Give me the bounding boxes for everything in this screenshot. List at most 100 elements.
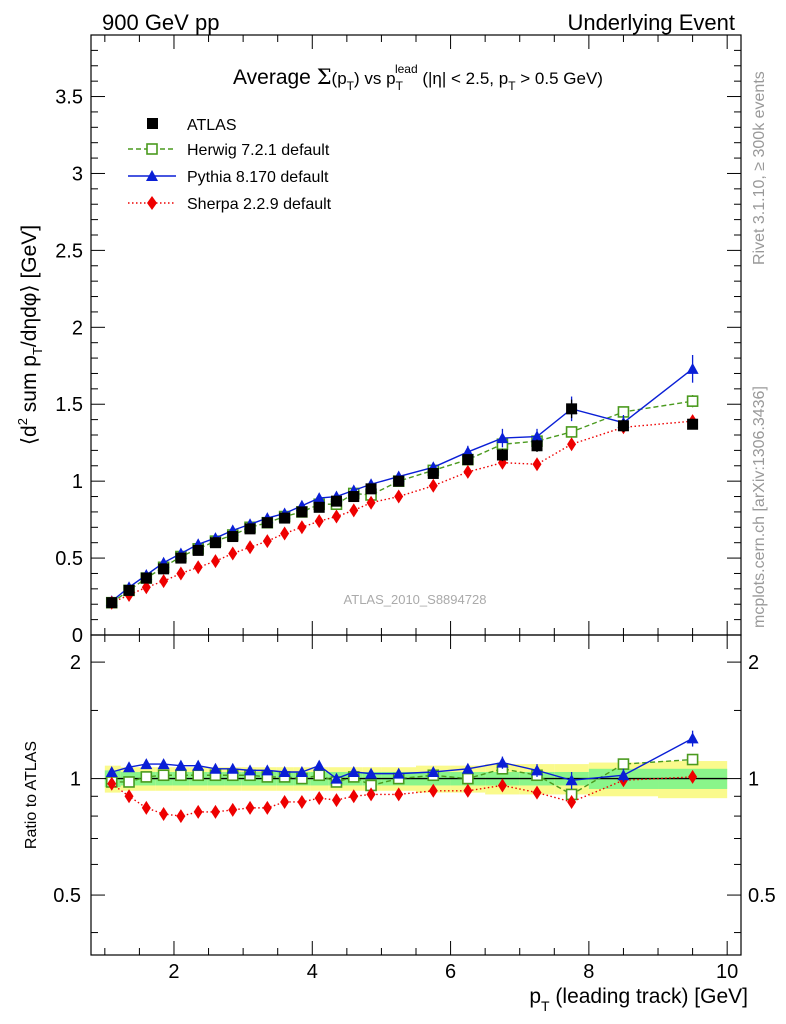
main-sherpa-point	[567, 437, 577, 452]
ratio-pythia-point	[295, 765, 308, 777]
legend-marker-herwig	[146, 143, 158, 155]
legend-marker-atlas	[147, 118, 158, 129]
ratio-herwig-point	[686, 753, 699, 766]
ratio-axes: 0.5 0.5 1 1 2 2 2 4 6 8 10	[53, 634, 776, 983]
main-herwig-point	[565, 426, 578, 438]
main-atlas-point	[192, 544, 204, 556]
main-atlas-point	[365, 483, 377, 495]
main-axes: 0 0.5 1 1.5 2 2.5 3 3.5	[55, 34, 742, 647]
legend-entry-pythia: Pythia 8.170 default	[128, 169, 329, 186]
main-sherpa-point	[331, 509, 341, 524]
main-sherpa-point	[366, 495, 376, 510]
ratio-y-tick-label: 0.5	[53, 885, 81, 907]
main-atlas-point	[209, 537, 221, 549]
ratio-pythia-point	[461, 762, 474, 774]
ratio-sherpa-point	[394, 787, 404, 802]
main-sherpa-point	[532, 457, 542, 472]
x-tick-label: 8	[583, 961, 594, 983]
main-series-atlas	[106, 399, 699, 609]
main-sherpa-point	[297, 520, 307, 535]
main-atlas-point	[158, 563, 170, 575]
main-sherpa-point	[176, 566, 186, 581]
ratio-y-tick-label: 1	[70, 769, 81, 791]
main-atlas-point	[531, 440, 543, 452]
main-sherpa-point	[141, 580, 151, 595]
ratio-sherpa-point	[210, 804, 220, 819]
mcplots-label: mcplots.cern.ch [arXiv:1306.3436]	[751, 386, 768, 628]
main-sherpa-point	[463, 464, 473, 479]
main-y-tick-label: 1.5	[55, 394, 83, 416]
main-atlas-point	[393, 475, 405, 487]
ratio-sherpa-point	[331, 793, 341, 808]
main-sherpa-point	[245, 540, 255, 555]
main-atlas-point	[279, 512, 291, 524]
main-atlas-point	[140, 572, 152, 584]
legend: ATLAS Herwig 7.2.1 default Pythia 8.170 …	[128, 117, 332, 213]
legend-marker-sherpa	[147, 196, 157, 210]
main-atlas-point	[313, 501, 325, 513]
ratio-herwig-point	[313, 769, 325, 782]
main-y-tick-label: 1	[72, 471, 83, 493]
ratio-pythia-point	[313, 759, 326, 771]
ratio-panel: Ratio to ATLAS 0.5 0.5 1 1 2 2 2 4 6 8 10 pT (lead…	[23, 634, 776, 1014]
main-pythia-point	[686, 362, 699, 374]
ratio-sherpa-point	[262, 800, 272, 815]
ratio-sherpa-point	[297, 794, 307, 809]
x-axis-label: pT (leading track) [GeV]	[529, 985, 748, 1014]
ratio-plot-area	[105, 730, 699, 824]
ratio-pythia-point	[105, 765, 118, 777]
ratio-sherpa-point	[141, 800, 151, 815]
ratio-sherpa-point	[245, 800, 255, 815]
legend-label-pythia: Pythia 8.170 default	[187, 169, 329, 186]
main-y-tick-label: 3.5	[55, 87, 83, 109]
main-atlas-point	[496, 449, 508, 461]
ratio-pythia-point	[123, 761, 136, 773]
x-tick-label: 10	[716, 961, 738, 983]
main-series-sherpa	[107, 414, 698, 610]
ratio-y-tick-label-right: 0.5	[748, 885, 776, 907]
legend-entry-sherpa: Sherpa 2.2.9 default	[128, 196, 332, 213]
main-y-axis-label: ⟨d2 sum pT/dηdφ⟩ [GeV]	[15, 225, 45, 445]
ratio-pythia-point	[192, 759, 205, 771]
ratio-pythia-point	[365, 767, 378, 779]
ratio-pythia-point	[531, 764, 544, 776]
ratio-sherpa-point	[532, 785, 542, 800]
ratio-sherpa-point	[314, 791, 324, 806]
main-atlas-point	[261, 517, 273, 529]
ratio-pythia-point	[157, 758, 170, 770]
ratio-sherpa-point	[688, 769, 698, 784]
main-y-tick-label: 3	[72, 163, 83, 185]
main-y-tick-label: 0	[72, 625, 83, 647]
ratio-sherpa-point	[497, 778, 507, 793]
main-atlas-point	[330, 495, 342, 507]
ratio-herwig-point	[157, 769, 170, 782]
main-sherpa-point	[280, 526, 290, 541]
ratio-herwig-point	[462, 772, 474, 785]
ratio-pythia-point	[392, 767, 405, 779]
main-sherpa-point	[394, 489, 404, 504]
main-sherpa-point	[428, 478, 438, 493]
main-atlas-point	[687, 418, 699, 430]
main-plot-area	[105, 355, 699, 610]
main-pythia-point	[531, 430, 544, 442]
main-sherpa-point	[228, 546, 238, 561]
legend-label-herwig: Herwig 7.2.1 default	[187, 142, 330, 159]
main-atlas-point	[427, 467, 439, 479]
ratio-sherpa-point	[228, 802, 238, 817]
ratio-pythia-point	[496, 756, 509, 768]
ratio-y-axis-label: Ratio to ATLAS	[23, 741, 40, 849]
ratio-sherpa-line	[111, 776, 693, 817]
main-sherpa-point	[159, 574, 169, 589]
x-tick-label: 2	[168, 961, 179, 983]
legend-entry-atlas: ATLAS	[147, 117, 237, 134]
legend-marker-pythia	[146, 170, 158, 181]
ratio-pythia-point	[140, 758, 153, 770]
ratio-series-pythia	[105, 730, 699, 789]
ratio-sherpa-point	[159, 806, 169, 821]
header-left-label: 900 GeV pp	[102, 10, 219, 35]
ratio-herwig-point	[140, 771, 153, 783]
ratio-sherpa-point	[107, 776, 117, 791]
main-atlas-point	[123, 584, 135, 596]
header-right-label: Underlying Event	[567, 10, 735, 35]
ratio-herwig-point	[192, 769, 204, 782]
